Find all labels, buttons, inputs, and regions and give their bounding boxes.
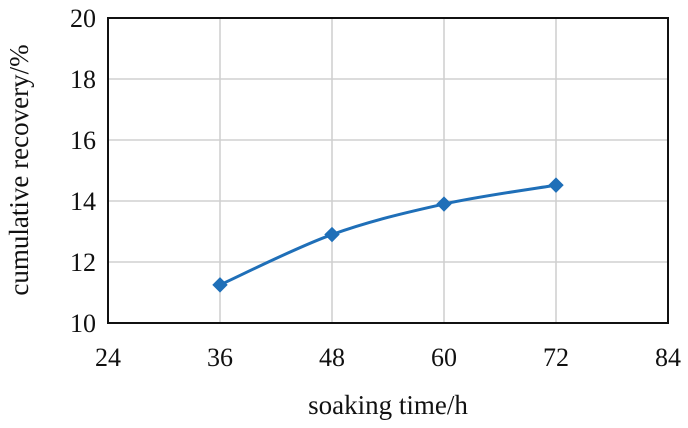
y-tick-label: 20 xyxy=(70,4,96,33)
y-tick-label: 10 xyxy=(70,309,96,338)
x-tick-label: 48 xyxy=(319,343,345,372)
y-axis-title: cumulative recovery/% xyxy=(4,44,34,295)
y-tick-labels: 10 12 14 16 18 20 xyxy=(70,4,96,338)
data-point-marker xyxy=(436,196,452,212)
plot-area-frame xyxy=(107,17,669,324)
x-tick-label: 24 xyxy=(95,343,121,372)
data-point-marker xyxy=(324,226,340,243)
x-tick-labels: 24 36 48 60 72 84 xyxy=(95,343,681,372)
data-point-marker xyxy=(212,277,228,293)
y-tick-label: 12 xyxy=(70,248,96,277)
x-tick-label: 36 xyxy=(207,343,233,372)
y-tick-label: 14 xyxy=(70,187,96,216)
y-tick-label: 16 xyxy=(70,126,96,155)
data-point-marker xyxy=(548,177,564,193)
x-tick-label: 84 xyxy=(655,343,681,372)
y-tick-label: 18 xyxy=(70,65,96,94)
grid-lines xyxy=(108,18,668,323)
x-tick-label: 60 xyxy=(431,343,457,372)
x-axis-title: soaking time/h xyxy=(308,390,468,420)
x-tick-label: 72 xyxy=(543,343,569,372)
series-layer xyxy=(212,177,564,293)
series-line xyxy=(218,183,558,287)
